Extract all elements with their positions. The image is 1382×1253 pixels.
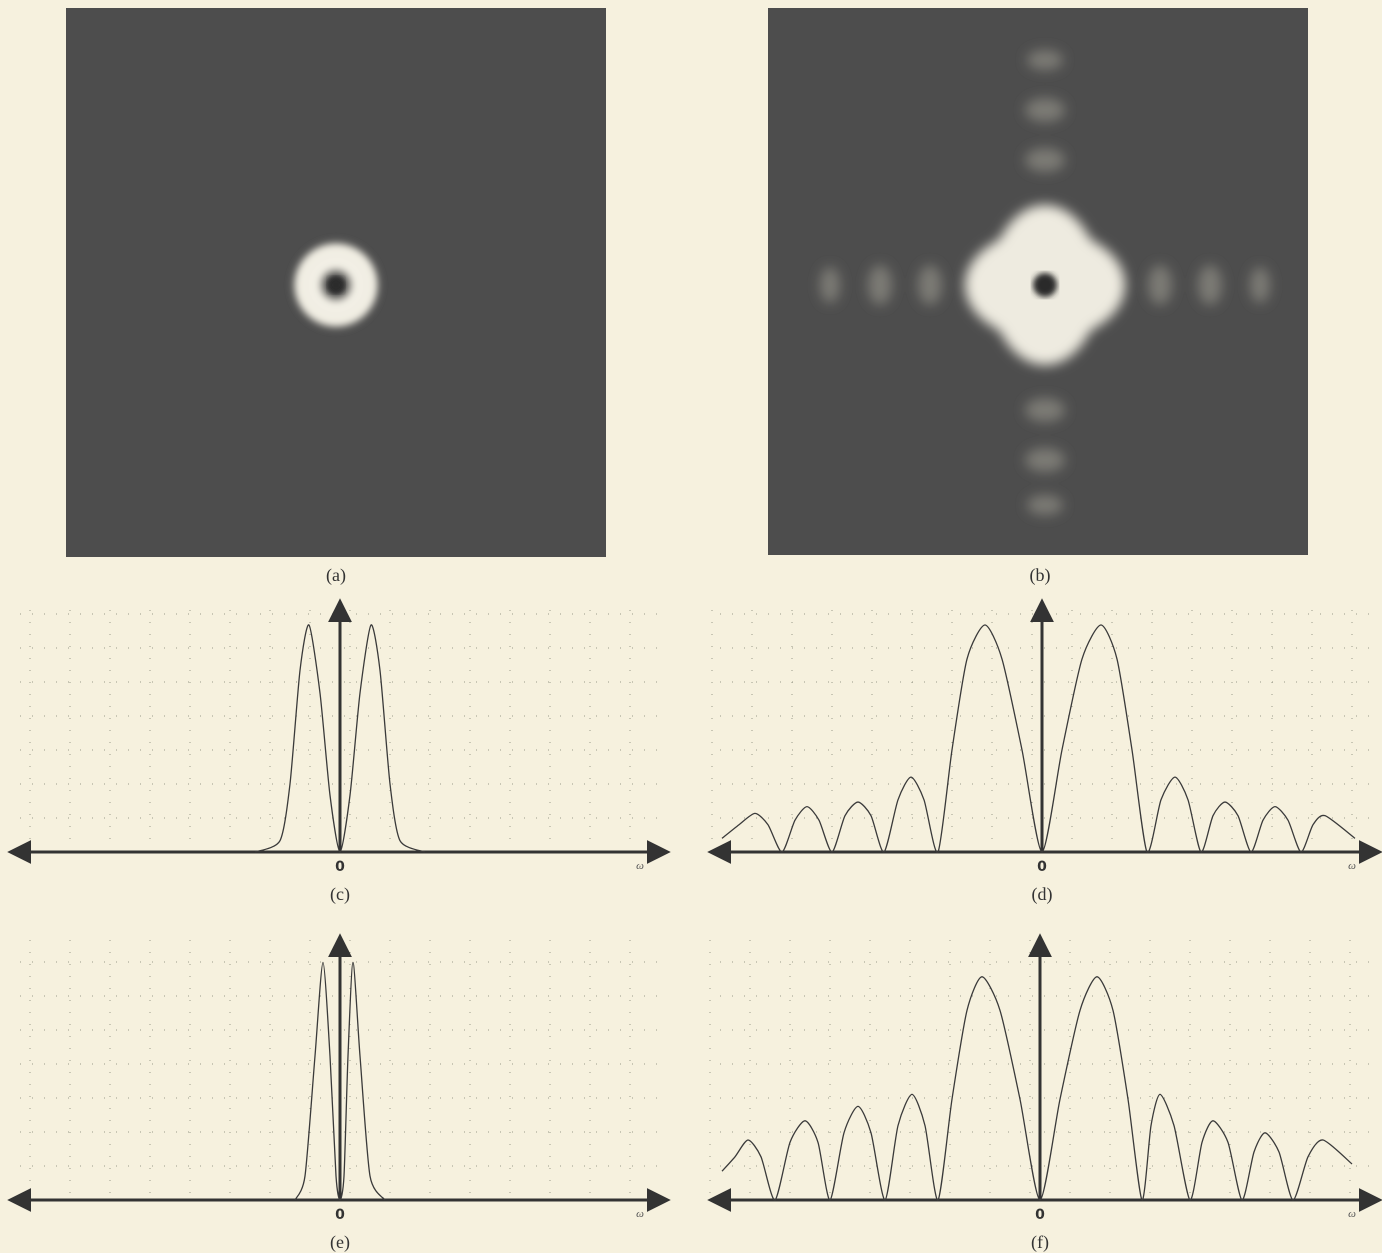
plots: 0 ω (c) 0 ω (d) 0 ω (e) 0 ω (f) bbox=[12, 603, 1378, 1253]
plot-label: (d) bbox=[1032, 884, 1053, 905]
x-axis-label: ω bbox=[636, 860, 644, 872]
curve bbox=[722, 977, 1352, 1200]
origin-label: 0 bbox=[335, 1207, 345, 1223]
image-a bbox=[66, 8, 606, 557]
figure-page: (a) (b) 0 ω (c) 0 ω (d) 0 ω (e) 0 ω (f) bbox=[0, 0, 1382, 1253]
x-axis-label: ω bbox=[636, 1208, 644, 1220]
plot-label: (f) bbox=[1031, 1232, 1049, 1253]
x-axis-label: ω bbox=[1348, 1208, 1356, 1220]
image-label: (b) bbox=[1030, 565, 1051, 586]
image-b bbox=[768, 8, 1308, 555]
plot-label: (c) bbox=[330, 884, 350, 905]
origin-label: 0 bbox=[1037, 859, 1047, 875]
image-label: (a) bbox=[326, 565, 346, 586]
origin-label: 0 bbox=[1035, 1207, 1045, 1223]
plot-label: (e) bbox=[330, 1232, 350, 1253]
x-axis-label: ω bbox=[1348, 860, 1356, 872]
origin-label: 0 bbox=[335, 859, 345, 875]
